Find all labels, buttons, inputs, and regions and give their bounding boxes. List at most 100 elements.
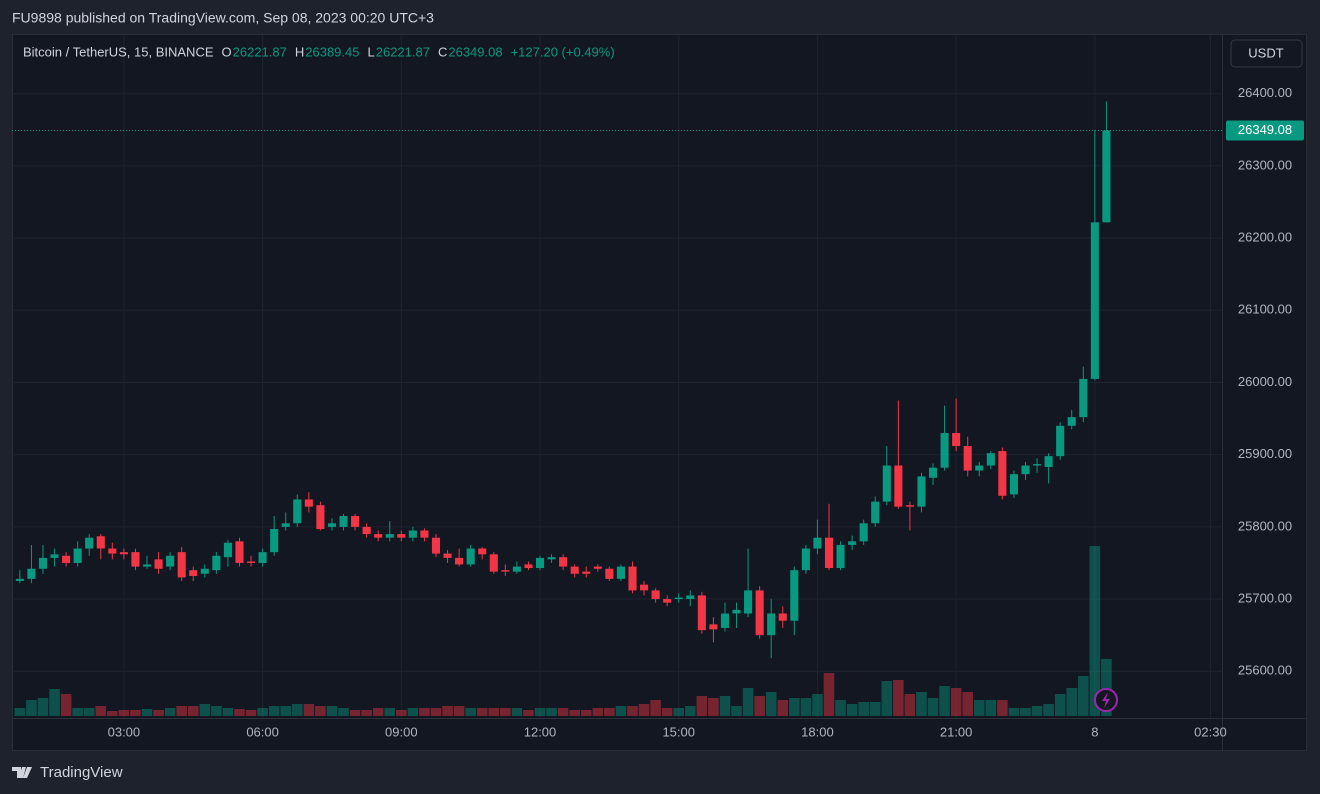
volume-bar [638, 704, 650, 716]
candle-body [975, 465, 984, 471]
bolt-icon[interactable] [1094, 688, 1118, 712]
candle-body [15, 578, 24, 582]
header: FU9898 published on TradingView.com, Sep… [12, 10, 434, 26]
volume-bar [153, 710, 164, 716]
volume-bar [442, 706, 453, 716]
volume-bar [893, 680, 904, 716]
candle-body [304, 499, 313, 507]
volume-bar [615, 706, 627, 716]
axes: 25600.00 25700.00 25800.00 25900.00 26000.00… [12, 85, 1304, 739]
volume-bar [939, 686, 950, 716]
volume-layer [14, 546, 1112, 716]
volume-bar [1101, 659, 1112, 716]
candle-body [189, 570, 198, 576]
volume-bar [973, 700, 985, 716]
symbol-label: Bitcoin / TetherUS, 15, BINANCE [23, 44, 214, 59]
y-tick-label: 25600.00 [1238, 663, 1292, 678]
candle-body [73, 548, 82, 563]
candle-layer [15, 101, 1111, 659]
volume-bar [60, 694, 72, 716]
volume-bar [83, 708, 95, 716]
volume-bar [1078, 676, 1089, 716]
candle-body [605, 568, 614, 579]
legend-value: 26389.45 [305, 44, 359, 59]
volume-bar [997, 700, 1008, 716]
volume-bar [731, 706, 742, 716]
candle-body [420, 530, 429, 538]
candle-body [524, 564, 533, 569]
candle-body [848, 541, 857, 545]
volume-bar [245, 710, 257, 716]
legend-change: +127.20 (+0.49%) [511, 44, 615, 59]
legend-value: 26221.87 [233, 44, 287, 59]
candle-body [720, 613, 730, 628]
candle-body [559, 557, 568, 567]
candle-body [686, 595, 695, 600]
volume-bar [118, 710, 130, 716]
candle-body [455, 557, 464, 565]
volume-bar [869, 702, 881, 716]
volume-bar [673, 708, 685, 716]
volume-bar [511, 708, 523, 716]
y-tick-label: 25800.00 [1238, 518, 1292, 533]
volume-bar [1066, 688, 1078, 716]
volume-bar [592, 708, 604, 716]
volume-bar [650, 700, 661, 716]
candle-body [593, 566, 602, 569]
volume-bar [107, 711, 118, 716]
candle-body [431, 537, 441, 554]
x-tick-label: 02:30 [1194, 724, 1227, 739]
volume-bar [858, 702, 869, 716]
x-tick-label: 15:00 [662, 724, 695, 739]
candle-body [744, 590, 753, 614]
volume-bar [927, 698, 939, 716]
footer-logo[interactable]: TradingView [12, 764, 123, 781]
volume-bar [130, 710, 141, 716]
candle-body [166, 555, 175, 567]
candle-body [293, 499, 302, 524]
candle-body [351, 516, 360, 527]
volume-bar [384, 708, 396, 716]
candle-body [1067, 417, 1076, 426]
candle-body [96, 536, 105, 549]
candle-body [1021, 465, 1030, 475]
logo-mark [12, 767, 32, 778]
volume-bar [95, 706, 107, 716]
candle-body [258, 552, 267, 563]
volume-bar [962, 692, 973, 716]
volume-bar [765, 692, 777, 716]
candle-body [836, 544, 845, 569]
legend-value: 26349.08 [448, 44, 502, 59]
candle-body [697, 595, 706, 631]
footer-text: TradingView [40, 764, 123, 781]
volume-bar [500, 708, 511, 716]
candle-body [998, 451, 1007, 496]
volume-bar [407, 708, 419, 716]
y-tick-label: 26200.00 [1238, 230, 1292, 245]
candle-body [882, 465, 891, 502]
volume-bar [187, 706, 199, 716]
volume-bar [546, 708, 557, 716]
volume-bar [812, 694, 823, 716]
volume-bar [396, 710, 407, 716]
x-tick-label: 06:00 [246, 724, 279, 739]
candle-body [790, 570, 799, 621]
candle-body [478, 548, 487, 555]
last-price-label: 26349.08 [1238, 122, 1292, 137]
volume-bar [523, 710, 534, 716]
candle-body [119, 552, 128, 555]
currency-button[interactable] [1230, 39, 1303, 68]
volume-bar [164, 708, 176, 716]
candle-body [108, 548, 117, 554]
volume-bar [49, 689, 60, 716]
candle-body [940, 433, 949, 468]
volume-bar [234, 709, 245, 716]
volume-bar [1020, 708, 1031, 716]
volume-bar [534, 708, 546, 716]
volume-bar [1054, 694, 1066, 716]
volume-bar [777, 700, 789, 716]
candle-body [235, 541, 244, 563]
candle-body [871, 501, 880, 524]
legend-key: O [222, 44, 232, 59]
